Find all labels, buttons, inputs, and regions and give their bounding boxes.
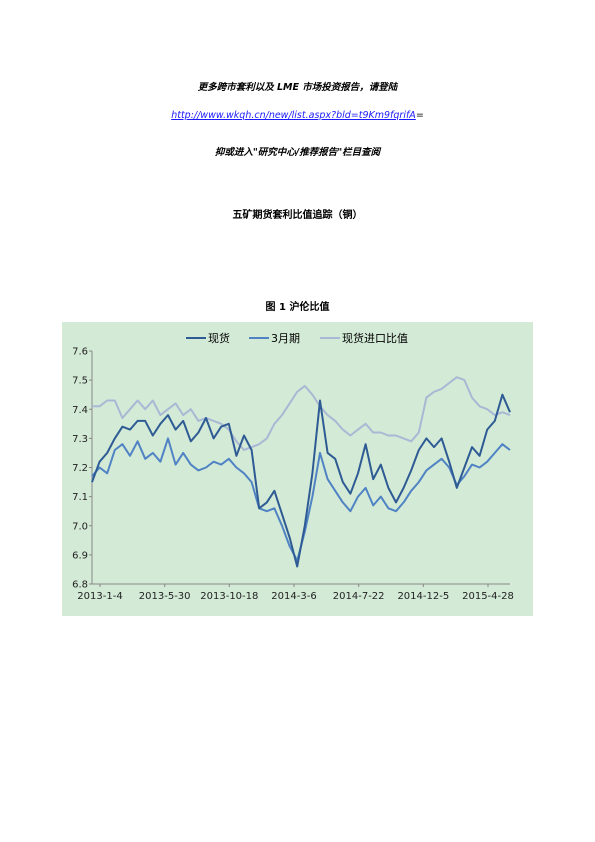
y-tick-label: 7.5 [72, 376, 88, 387]
report-link[interactable]: http://www.wkqh.cn/new/list.aspx?bld=t9K… [171, 110, 416, 121]
chart-area: 7.6 7.5 7.4 7.3 7.2 7.1 7.0 6.9 6.8 2013-1-4 2013-… [62, 322, 533, 616]
promo-line: 更多跨市套利以及 LME 市场投资报告，请登陆 [197, 82, 398, 93]
legend-swatch-spot [186, 337, 206, 339]
legend-item-spot: 现货 [186, 330, 230, 346]
link-suffix: = [415, 110, 424, 121]
legend-label-import: 现货进口比值 [342, 332, 408, 345]
y-tick-label: 7.2 [72, 463, 88, 474]
legend-item-3m: 3月期 [249, 330, 300, 346]
x-tick-label: 2014-12-5 [397, 591, 449, 602]
y-tick-label: 7.3 [72, 434, 88, 445]
y-tick-label: 6.9 [72, 550, 88, 561]
legend-swatch-import [320, 337, 340, 339]
document-title: 五矿期货套利比值追踪（铜） [232, 210, 363, 221]
series-line-0 [91, 393, 511, 568]
y-tick-label: 7.4 [72, 405, 88, 416]
y-tick-label: 7.6 [72, 347, 88, 358]
legend-label-spot: 现货 [208, 332, 230, 345]
x-tick-label: 2013-1-4 [77, 591, 122, 602]
promo-link-line: http://www.wkqh.cn/new/list.aspx?bld=t9K… [0, 110, 595, 121]
x-tick-label: 2015-4-28 [462, 591, 514, 602]
legend-label-3m: 3月期 [271, 332, 300, 345]
legend-item-import: 现货进口比值 [320, 330, 408, 346]
x-tick-label: 2014-3-6 [271, 591, 316, 602]
y-tick-label: 7.0 [72, 521, 88, 532]
y-tick-label: 7.1 [72, 492, 88, 503]
legend-swatch-3m [249, 337, 269, 339]
x-tick-label: 2014-7-22 [333, 591, 385, 602]
x-tick-label: 2013-5-30 [139, 591, 191, 602]
series-line-2 [92, 376, 511, 451]
y-tick-label: 6.8 [72, 580, 88, 591]
figure-caption: 图 1 沪伦比值 [265, 302, 330, 313]
promo-instruction: 抑或进入"研究中心/推荐报告"栏目查阅 [214, 147, 381, 158]
x-tick-label: 2013-10-18 [200, 591, 258, 602]
